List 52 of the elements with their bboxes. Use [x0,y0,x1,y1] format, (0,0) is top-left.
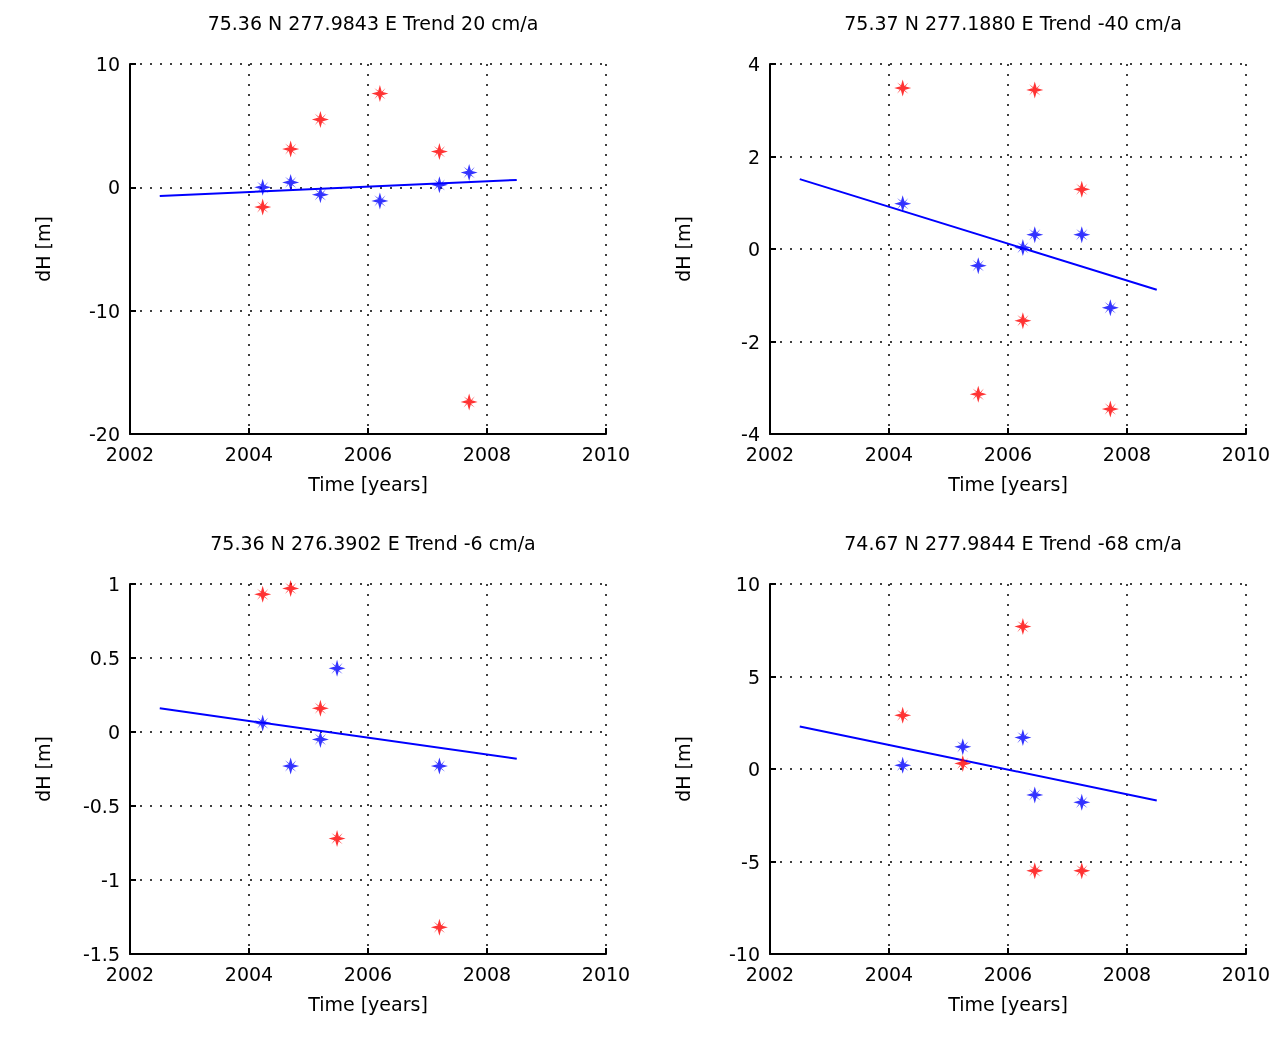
y-tick-label: -1.5 [82,943,120,965]
x-axis-title: Time [years] [307,992,428,1015]
x-tick-label: 2010 [1221,962,1271,985]
x-tick-label: 2002 [105,442,155,465]
x-tick-label: 2008 [1102,962,1152,985]
chart-title: 75.37 N 277.1880 E Trend -40 cm/a [844,11,1182,34]
x-tick-label: 2010 [1221,442,1271,465]
x-axis-title: Time [years] [307,472,428,495]
chart-title: 75.36 N 277.9843 E Trend 20 cm/a [207,11,539,34]
y-tick-label: -10 [88,299,120,322]
y-tick-label: 0 [107,721,120,743]
y-tick-label: -0.5 [82,795,120,817]
x-axis-title: Time [years] [947,472,1068,495]
y-tick-label: 5 [747,665,760,688]
y-tick-label: 0 [747,238,760,260]
chart-title: 74.67 N 277.9844 E Trend -68 cm/a [844,531,1182,554]
x-tick-label: 2008 [462,442,512,465]
x-tick-label: 2006 [983,442,1033,465]
y-axis-title: dH [m] [671,736,694,802]
y-tick-label: 4 [747,53,760,75]
x-tick-label: 2006 [343,962,393,985]
x-tick-label: 2010 [581,442,631,465]
y-tick-label: 2 [747,145,760,168]
y-tick-label: 0.5 [89,647,120,669]
x-tick-label: 2008 [462,962,512,985]
x-tick-label: 2004 [224,962,274,985]
y-tick-label: -5 [741,850,760,873]
x-axis-title: Time [years] [947,992,1068,1015]
x-tick-label: 2004 [224,442,274,465]
x-tick-label: 2004 [864,962,914,985]
x-tick-label: 2002 [745,442,795,465]
x-tick-label: 2010 [581,962,631,985]
y-tick-label: -20 [88,423,120,445]
y-tick-label: 10 [735,573,760,595]
x-tick-label: 2004 [864,442,914,465]
y-tick-label: -4 [741,423,760,445]
x-tick-label: 2002 [745,962,795,985]
x-tick-label: 2008 [1102,442,1152,465]
y-tick-label: -2 [741,330,760,353]
y-axis-title: dH [m] [31,216,54,282]
x-tick-label: 2006 [983,962,1033,985]
chart-title: 75.36 N 276.3902 E Trend -6 cm/a [210,531,536,554]
y-tick-label: 0 [107,176,120,199]
y-tick-label: 0 [747,758,760,780]
y-axis-title: dH [m] [671,216,694,282]
x-tick-label: 2002 [105,962,155,985]
y-tick-label: -1 [101,869,120,891]
y-tick-label: 1 [107,573,120,595]
x-tick-label: 2006 [343,442,393,465]
y-tick-label: 10 [95,53,120,75]
y-tick-label: -10 [728,943,760,965]
y-axis-title: dH [m] [31,736,54,802]
